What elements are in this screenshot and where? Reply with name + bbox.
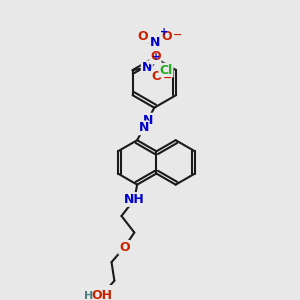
Text: H: H [84,291,94,300]
Text: Cl: Cl [159,64,172,76]
Text: O: O [150,50,161,64]
Text: O: O [161,30,172,43]
Text: +: + [160,27,168,37]
Text: O: O [119,241,130,254]
Text: O: O [152,70,162,83]
Text: N: N [142,61,152,74]
Text: NH: NH [124,193,145,206]
Text: N: N [150,36,160,49]
Text: −: − [163,73,172,83]
Text: −: − [173,30,182,40]
Text: N: N [142,114,153,127]
Text: +: + [152,52,160,62]
Text: OH: OH [91,289,112,300]
Text: O: O [138,30,148,43]
Text: N: N [139,122,149,134]
